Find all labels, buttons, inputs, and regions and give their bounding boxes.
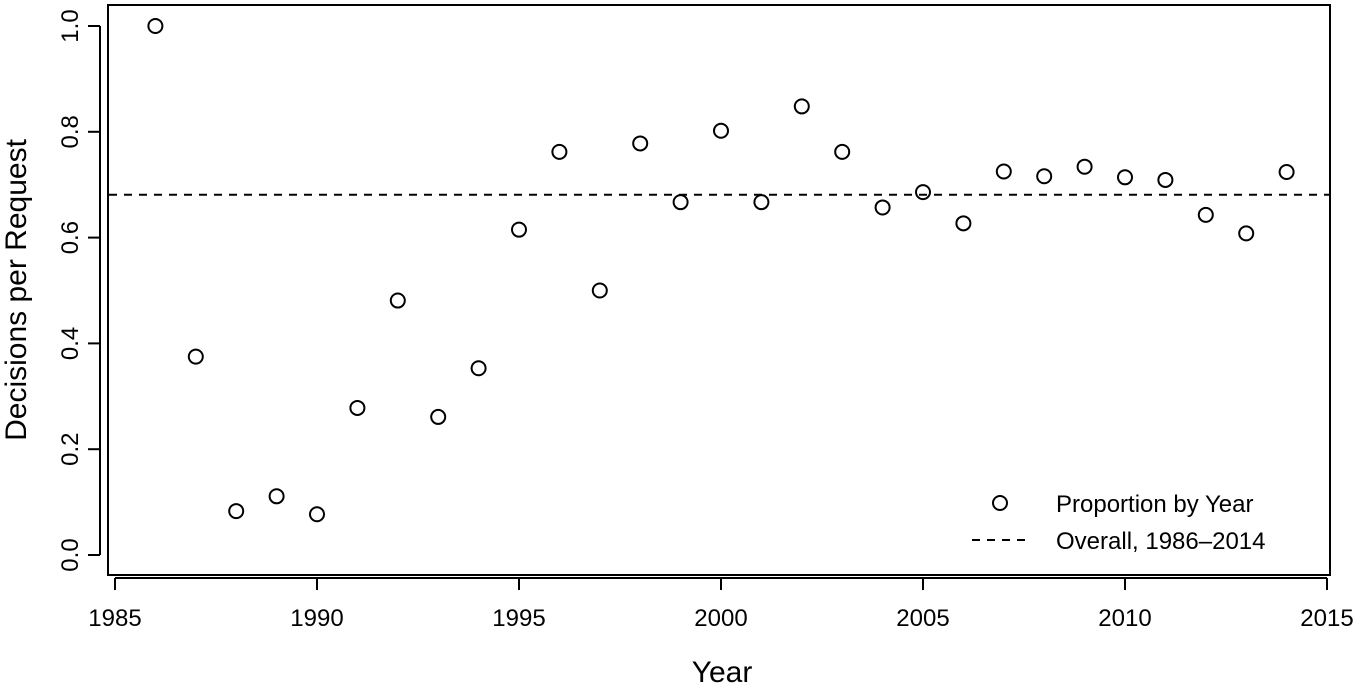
data-point [268, 488, 285, 505]
data-points [147, 18, 1295, 523]
data-point [793, 98, 810, 115]
data-point [187, 348, 204, 365]
legend-label-proportion: Proportion by Year [1056, 491, 1253, 518]
x-tick-label: 2010 [1098, 605, 1151, 632]
x-axis: 1985 1990 1995 2000 2005 2010 2015 [88, 577, 1354, 632]
data-point [228, 503, 245, 520]
legend-label-overall: Overall, 1986–2014 [1056, 528, 1265, 555]
y-axis: 0.0 0.2 0.4 0.6 0.8 1.0 [57, 9, 101, 572]
data-point [1197, 206, 1214, 223]
data-point [955, 215, 972, 232]
x-tick-label: 1990 [290, 605, 343, 632]
plot-frame [107, 4, 1331, 576]
data-point [430, 408, 447, 425]
y-tick-label: 1.0 [57, 9, 84, 42]
data-point [309, 506, 325, 523]
data-point [1238, 225, 1255, 242]
data-point [591, 282, 608, 299]
y-tick-label: 0.8 [57, 115, 84, 148]
data-point [995, 163, 1012, 180]
x-axis-title: Year [692, 656, 753, 688]
x-tick-label: 1985 [88, 605, 141, 632]
data-point [753, 194, 770, 211]
x-tick-label: 2015 [1300, 605, 1353, 632]
data-point [147, 18, 164, 34]
data-point [834, 143, 851, 160]
data-point [713, 122, 729, 139]
data-point [874, 199, 891, 216]
data-point [632, 135, 649, 152]
y-tick-label: 0.2 [57, 433, 84, 466]
data-point [389, 292, 406, 309]
data-point [349, 399, 366, 416]
y-tick-label: 0.4 [57, 327, 84, 360]
data-point [1036, 168, 1053, 185]
y-tick-label: 0.6 [57, 221, 84, 254]
legend: Proportion by Year Overall, 1986–2014 [972, 491, 1265, 555]
x-tick-label: 2005 [896, 605, 949, 632]
data-point [1076, 158, 1093, 175]
data-point [1117, 169, 1133, 186]
y-tick-label: 0.0 [57, 538, 84, 571]
data-point [1278, 164, 1295, 181]
data-point [672, 194, 689, 211]
data-point [551, 143, 568, 160]
data-point [470, 360, 487, 377]
x-tick-label: 1995 [492, 605, 545, 632]
data-point [1157, 171, 1174, 188]
y-axis-title: Decisions per Request [0, 138, 33, 440]
x-tick-label: 2000 [694, 605, 747, 632]
data-point [915, 184, 931, 201]
data-point [511, 221, 527, 238]
legend-circle-icon [992, 495, 1008, 511]
